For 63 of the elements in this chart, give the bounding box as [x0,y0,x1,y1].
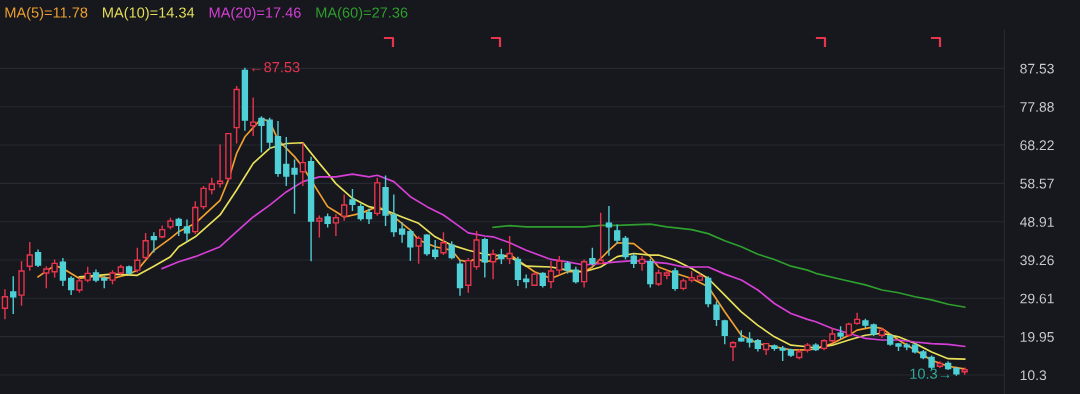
y-tick-label: 48.91 [1020,217,1054,227]
candlestick [349,188,356,211]
candlestick [671,267,679,291]
candlestick [26,242,33,271]
text: MA(60)=27.36 [316,6,408,21]
candlestick [605,205,613,256]
candlestick [258,116,265,153]
candlestick [721,319,728,345]
annotation: ←87.53 [252,61,300,73]
candlestick [547,261,555,289]
candlestick [316,215,323,238]
candlestick [647,258,654,288]
y-tick-label: 39.26 [1020,255,1054,266]
candlestick [432,240,439,260]
y-tick-label: 19.95 [1020,331,1054,342]
text: MA(20)=17.46 [209,6,301,21]
candlestick [481,237,489,278]
candlestick [489,249,497,280]
candlestick [10,276,17,315]
y-tick-label: 10.3 [1020,370,1047,381]
candlestick [200,186,207,210]
candlestick [597,212,604,265]
candlestick [456,259,464,296]
line-series [492,223,966,308]
candlestick [291,159,298,214]
candlestick [134,247,141,273]
line-series [161,173,966,348]
annotation: 10.3→ [910,368,950,379]
line-series [37,117,966,370]
candlestick [729,341,737,361]
candlestick [423,234,431,256]
candlestick [622,236,629,260]
candlestick [638,255,646,271]
candlestick [713,301,720,327]
y-tick-label: 29.61 [1020,293,1054,304]
candlestick [415,236,422,264]
candlestick [249,97,257,136]
text: MA(10)=14.34 [103,6,195,21]
candlestick [142,232,149,260]
candlestick [59,257,67,286]
candlestick [299,142,306,186]
candlestick [332,214,340,236]
y-tick-label: 77.88 [1020,102,1054,112]
candlestick [580,259,588,288]
y-tick-label: 58.57 [1020,178,1054,189]
y-tick-label: 87.53 [1020,63,1054,74]
candlestick [853,312,861,325]
candlestick [440,232,447,255]
candlestick [514,256,522,286]
candlestick [407,229,414,261]
candlestick [340,194,348,221]
candlestick [150,232,158,253]
candlestick [283,136,290,186]
candlestick [663,269,671,280]
text: MA(5)=11.78 [5,6,88,21]
candlestick [1,289,9,320]
candlestick [266,117,273,149]
y-tick-label: 68.22 [1020,140,1054,151]
line-series [78,141,966,360]
candlestick [506,236,513,265]
candlestick [183,219,191,242]
candlestick [398,222,406,243]
candlestick [390,194,397,237]
